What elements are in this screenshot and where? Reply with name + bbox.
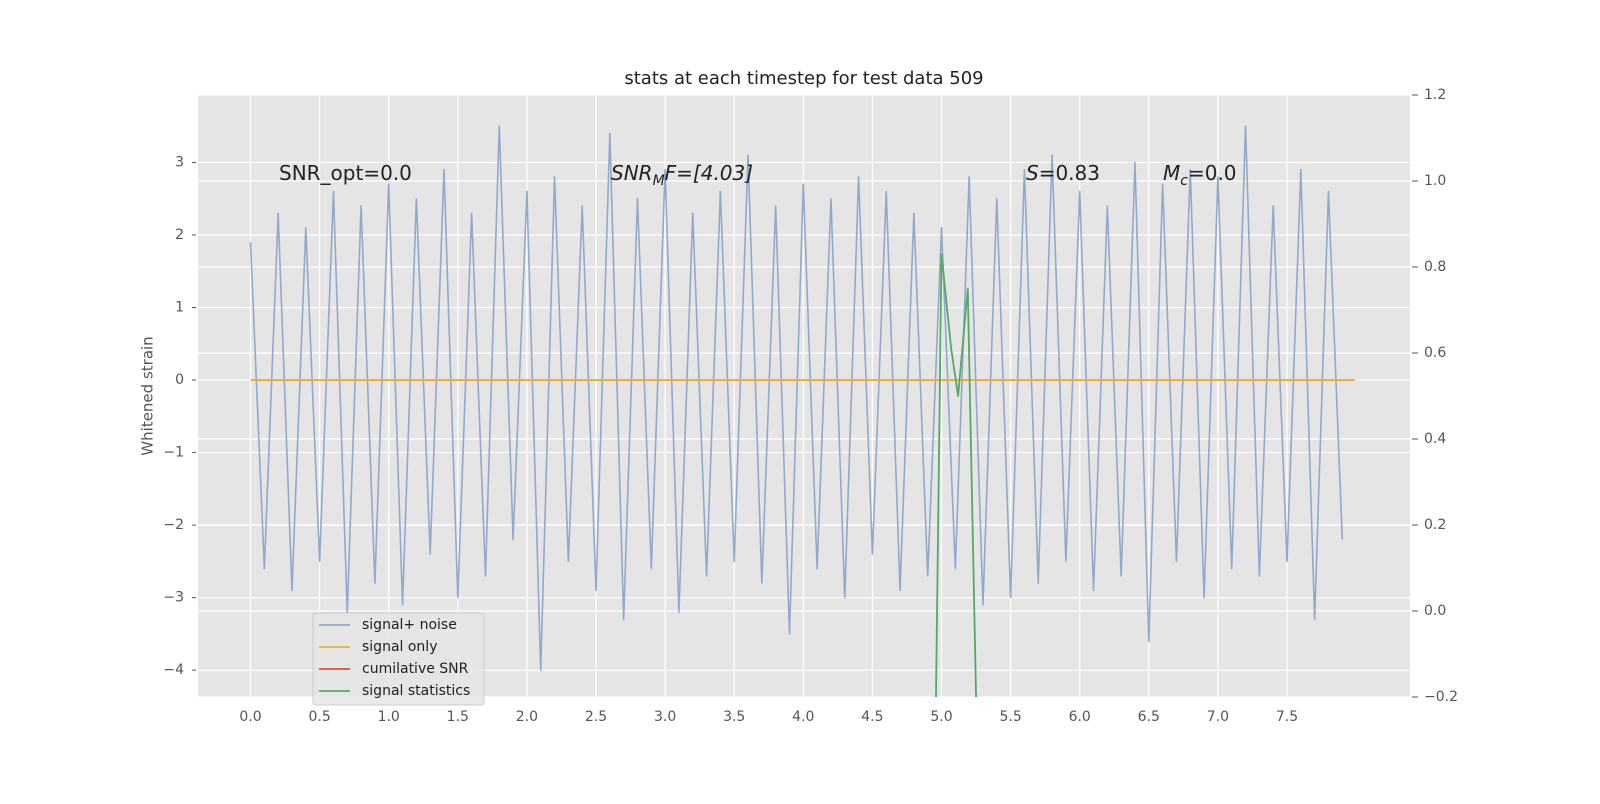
x-tick-label: 2.0: [516, 709, 538, 725]
x-tick-label: 3.0: [654, 709, 676, 725]
legend-label: signal statistics: [362, 683, 470, 699]
y-tick-label: 3: [175, 154, 184, 170]
y2-tick-label: 1.2: [1424, 87, 1446, 103]
x-tick-label: 6.0: [1069, 709, 1091, 725]
x-tick-label: 4.5: [861, 709, 883, 725]
y2-tick-label: 0.8: [1424, 259, 1446, 275]
x-tick-label: 1.5: [447, 709, 469, 725]
annotation: SNRMF=[4.03]: [611, 161, 753, 189]
x-tick-label: 7.0: [1207, 709, 1229, 725]
annotation-part: SNR_opt=0.0: [279, 161, 412, 185]
x-tick-label: 4.0: [792, 709, 814, 725]
legend-label: signal+ noise: [362, 617, 457, 633]
legend-box: [312, 612, 485, 706]
chart-title: stats at each timestep for test data 509: [624, 68, 983, 89]
y-tick-label: −4: [163, 662, 184, 678]
x-tick-label: 5.5: [999, 709, 1021, 725]
x-tick-label: 6.5: [1138, 709, 1160, 725]
annotation: Mc=0.0: [1163, 161, 1237, 189]
annotation-part: M: [1163, 161, 1180, 185]
annotation-part: =0.0: [1188, 161, 1237, 185]
y-tick-label: 2: [175, 227, 184, 243]
y-tick-label: −2: [163, 517, 184, 533]
x-tick-label: 5.0: [930, 709, 952, 725]
y2-tick-label: 0.6: [1424, 345, 1446, 361]
y-tick-label: 1: [175, 300, 184, 316]
y-tick-label: −1: [163, 445, 184, 461]
legend-label: signal only: [362, 639, 437, 655]
y2-tick-label: 0.4: [1424, 431, 1446, 447]
annotation-part: SNR: [611, 161, 653, 185]
y2-tick-label: 0.0: [1424, 603, 1446, 619]
y2-tick-label: −0.2: [1424, 689, 1458, 705]
x-tick-label: 2.5: [585, 709, 607, 725]
x-tick-label: 3.5: [723, 709, 745, 725]
x-tick-label: 0.0: [239, 709, 261, 725]
legend: signal+ noise signal only cumilative SNR si…: [312, 612, 485, 706]
series-line: [935, 253, 977, 697]
x-tick-label: 7.5: [1276, 709, 1298, 725]
y-tick-label: −3: [163, 590, 184, 606]
annotation: SNR_opt=0.0: [279, 161, 412, 185]
legend-label: cumilative SNR: [362, 661, 469, 677]
annotation-part: M: [653, 173, 665, 189]
y2-tick-label: 1.0: [1424, 173, 1446, 189]
y-axis-label: Whitened strain: [139, 336, 157, 455]
annotation-part: F=[4.03]: [665, 161, 753, 185]
annotation-part: c: [1180, 173, 1188, 189]
annotation-part: S: [1026, 161, 1039, 185]
x-tick-label: 0.5: [308, 709, 330, 725]
y2-tick-label: 0.2: [1424, 517, 1446, 533]
series-line: [249, 125, 1344, 671]
y-tick-label: 0: [175, 372, 184, 388]
x-tick-label: 1.0: [378, 709, 400, 725]
annotation-part: =0.83: [1039, 161, 1100, 185]
annotation: S=0.83: [1026, 161, 1100, 185]
plot-lines: [249, 125, 1355, 697]
